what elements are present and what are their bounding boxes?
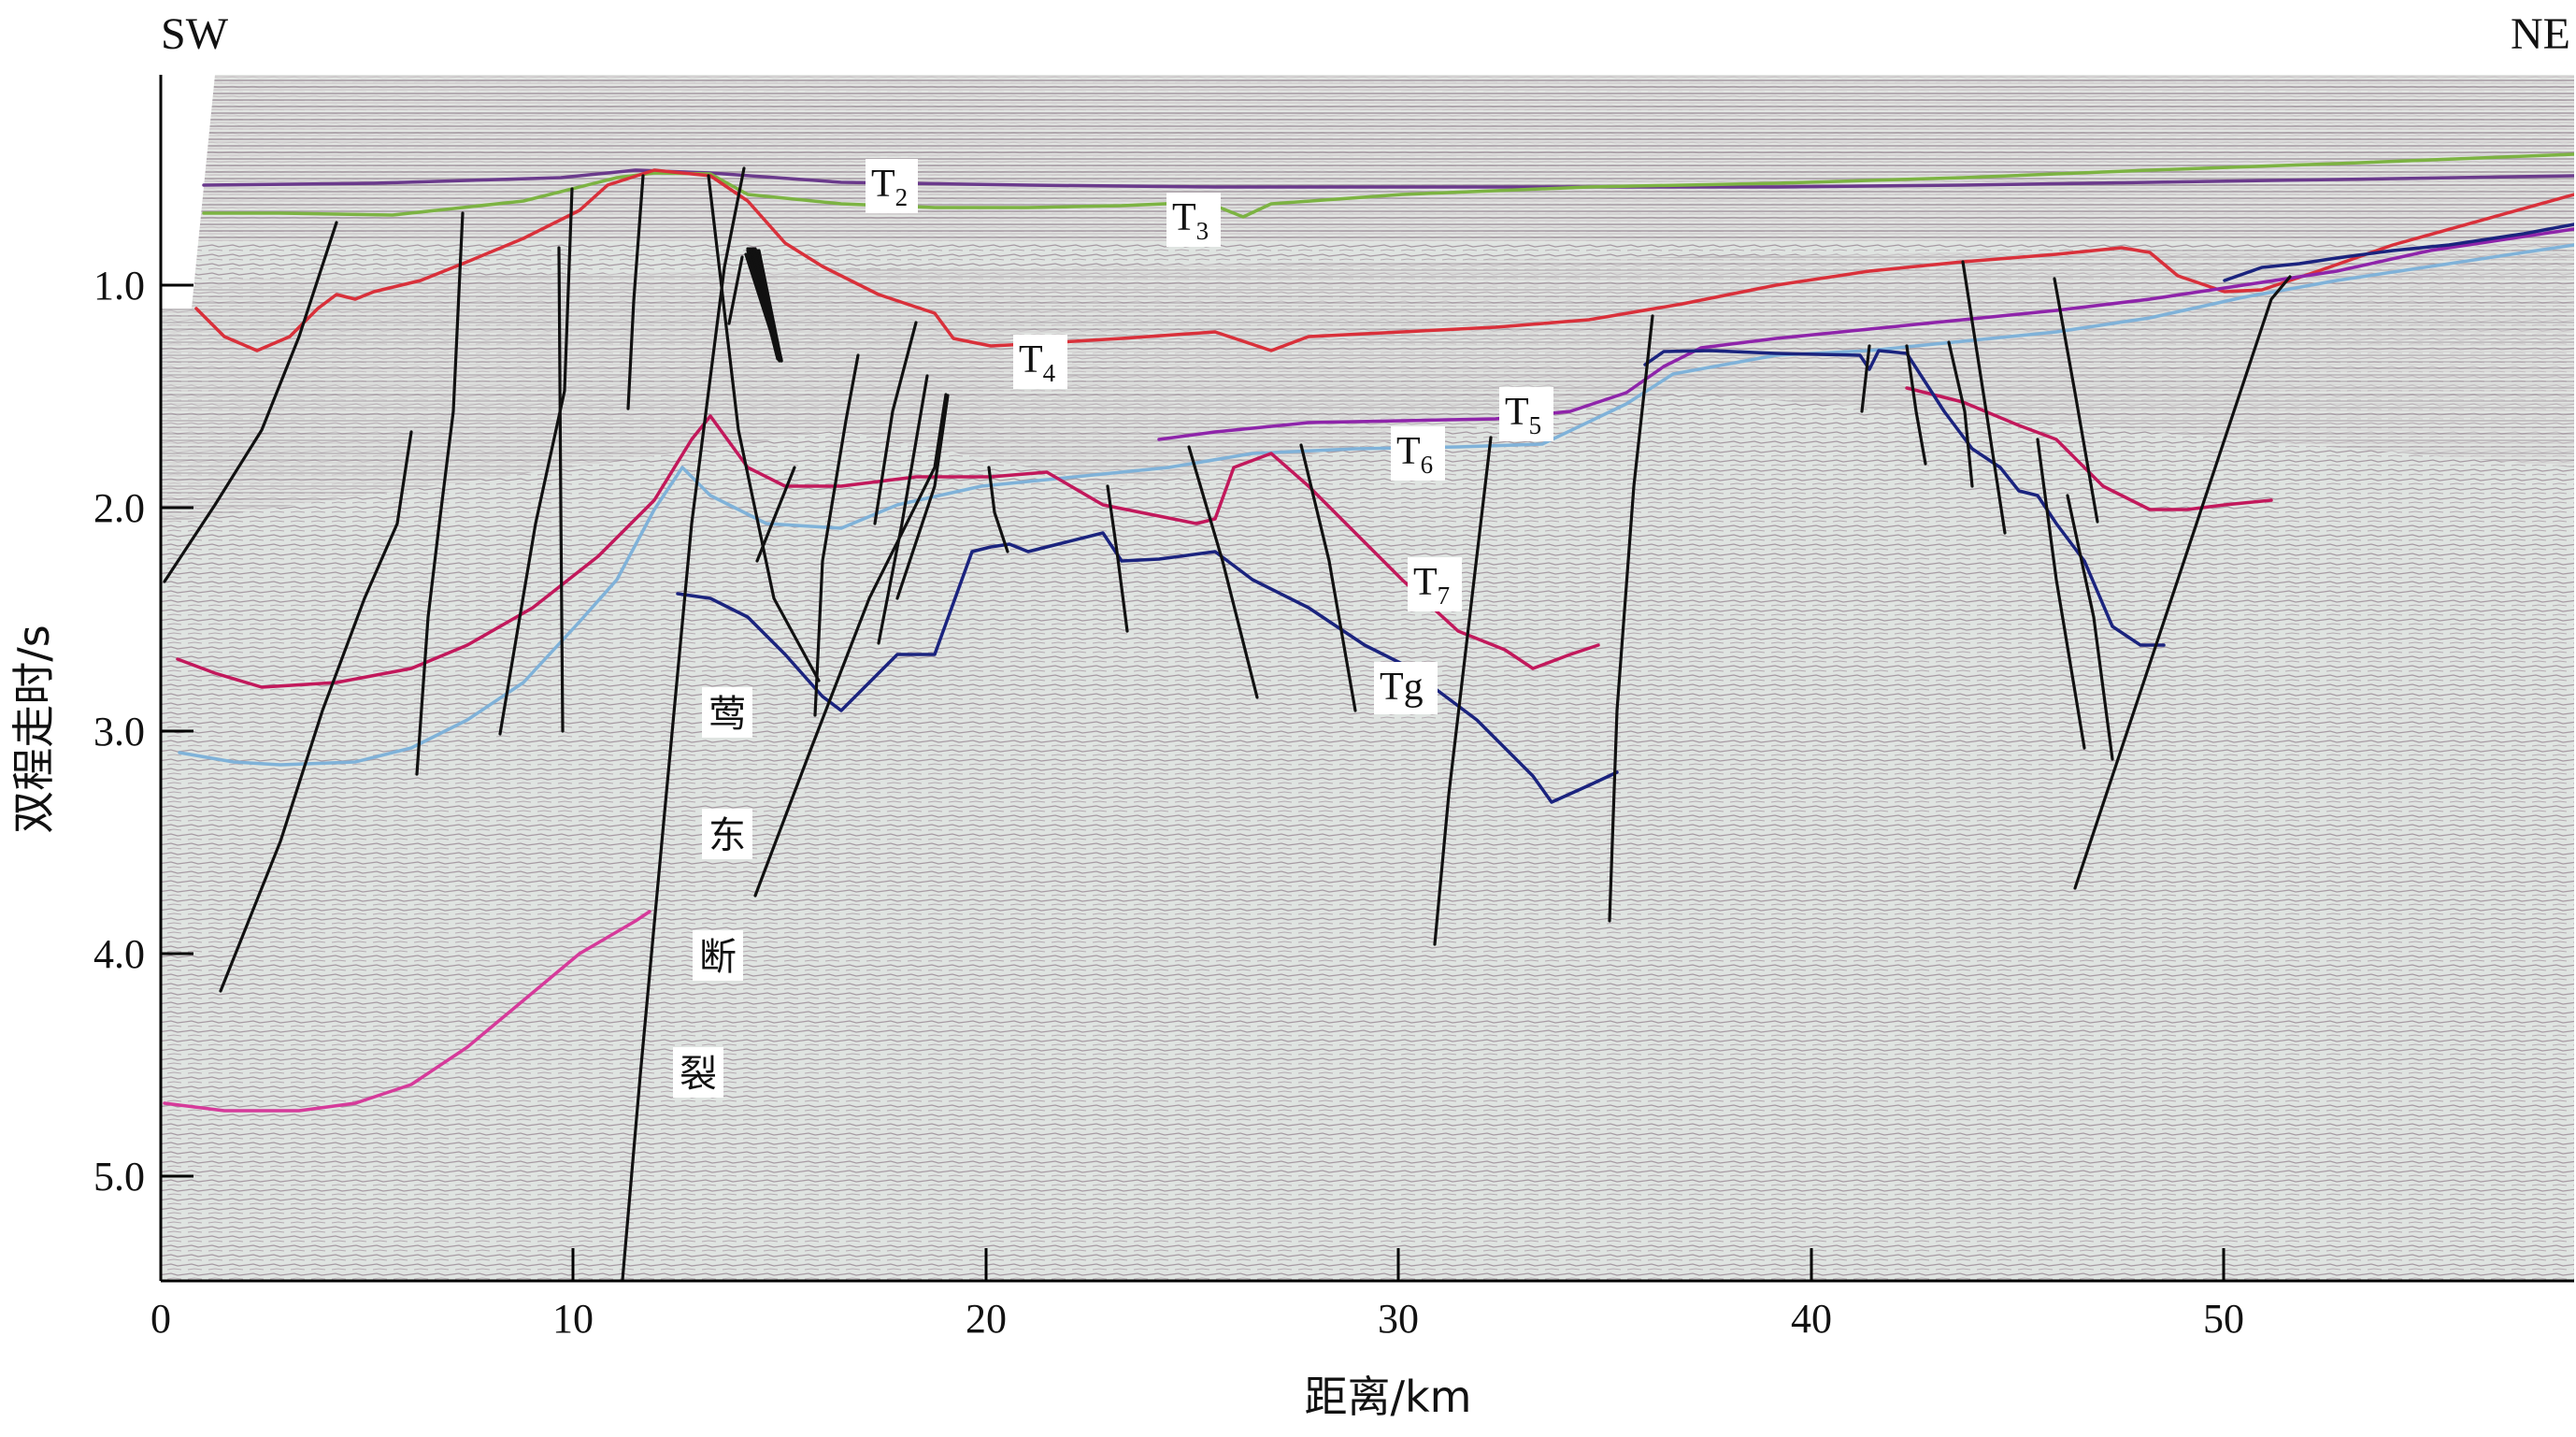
svg-text:T5: T5 [1505, 391, 1541, 439]
x-tick-label: 10 [552, 1296, 594, 1342]
y-tick-label: 3.0 [93, 709, 145, 754]
x-tick-label: 0 [150, 1296, 171, 1342]
corner-label-sw: SW [161, 9, 229, 59]
horizon-label-t6: T6 [1391, 426, 1445, 481]
y-tick-label: 4.0 [93, 931, 145, 977]
horizon-lines [163, 152, 2574, 1113]
horizon-t2-line [202, 168, 2574, 189]
horizon-labels: T2 T3 T4 T5 T6 T7 Tg [866, 159, 1553, 714]
fault-name-char: 断 [699, 936, 737, 979]
corner-label-ne: NE [2511, 9, 2570, 59]
svg-text:Tg: Tg [1380, 666, 1424, 709]
fault-name-label: 莺 东 断 裂 [673, 687, 752, 1098]
x-axis-label: 距离/km [1305, 1372, 1472, 1422]
y-tick-label: 2.0 [93, 485, 145, 531]
y-axis: 1.0 2.0 3.0 4.0 5.0 双程走时/s [8, 263, 193, 1200]
fault-name-char: 东 [708, 814, 746, 857]
y-tick-label: 5.0 [93, 1154, 145, 1200]
horizon-t5-line [1157, 227, 2574, 441]
svg-text:T2: T2 [871, 163, 908, 211]
x-tick-label: 30 [1378, 1296, 1419, 1342]
x-tick-label: 20 [966, 1296, 1007, 1342]
y-axis-label: 双程走时/s [8, 625, 59, 833]
horizon-t3-line [202, 152, 2574, 219]
x-tick-label: 40 [1791, 1296, 1832, 1342]
horizon-label-t4: T4 [1013, 335, 1067, 389]
svg-text:T7: T7 [1413, 561, 1450, 610]
x-axis: 0 10 20 30 40 50 距离/km [150, 1248, 2244, 1422]
fault-lines [163, 166, 2292, 1281]
horizon-label-t2: T2 [866, 159, 918, 213]
fault-name-char: 莺 [708, 693, 746, 736]
horizon-tg-line [676, 223, 2574, 804]
horizon-label-tg: Tg [1374, 662, 1438, 714]
horizon-label-t3: T3 [1166, 193, 1221, 247]
horizon-label-t7: T7 [1408, 557, 1462, 611]
horizon-t6-line [178, 243, 2574, 767]
seismic-background [161, 75, 2574, 1281]
svg-text:T6: T6 [1396, 430, 1433, 479]
plot-frame [159, 75, 2574, 1283]
horizon-t4-line [194, 168, 2574, 352]
fault-name-char: 裂 [680, 1053, 717, 1096]
svg-text:T4: T4 [1019, 338, 1056, 387]
y-tick-label: 1.0 [93, 263, 145, 309]
x-tick-label: 50 [2203, 1296, 2244, 1342]
svg-text:T3: T3 [1172, 196, 1209, 245]
horizon-label-t5: T5 [1499, 387, 1553, 441]
horizon-deep-line [163, 910, 651, 1113]
